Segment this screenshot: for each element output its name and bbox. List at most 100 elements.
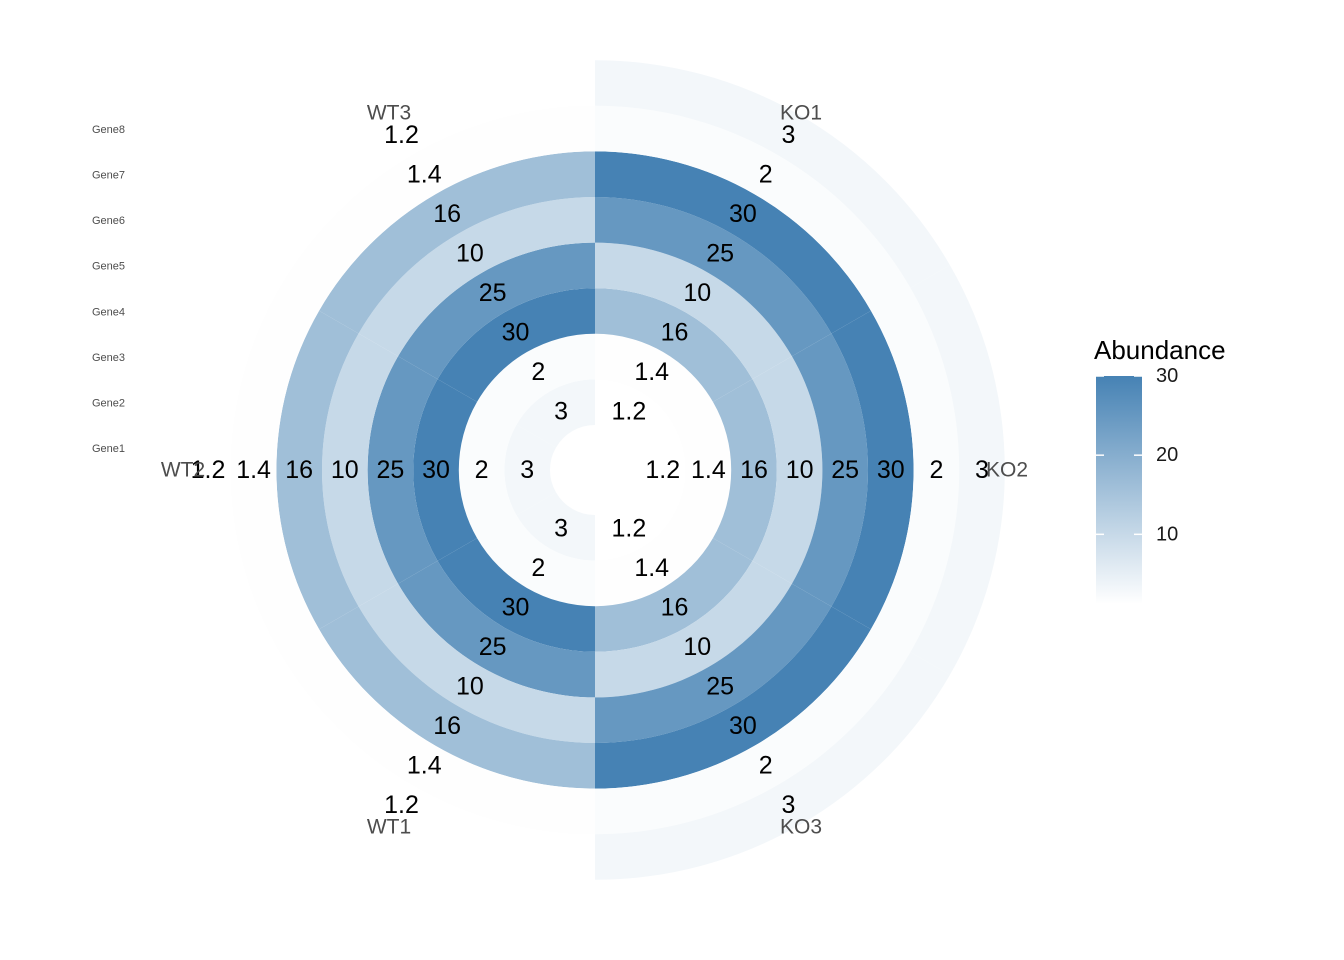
gene-label-gene5: Gene5 bbox=[92, 261, 125, 273]
heatmap-cell-ko2-gene8 bbox=[910, 265, 1005, 675]
value-label-wt2-gene2: 2 bbox=[475, 456, 489, 484]
heatmap-cell-wt1-gene7 bbox=[279, 629, 595, 835]
heatmap-cell-ko2-gene5 bbox=[791, 333, 868, 607]
value-label-ko1-gene5: 25 bbox=[706, 239, 734, 267]
legend-tick-label-30: 30 bbox=[1156, 365, 1178, 387]
heatmap-cell-wt2-gene5 bbox=[322, 333, 399, 607]
legend-tick-label-20: 20 bbox=[1156, 444, 1178, 466]
value-label-wt3-gene1: 3 bbox=[554, 397, 568, 425]
value-label-ko2-gene7: 2 bbox=[929, 456, 943, 484]
heatmap-cell-ko3-gene6 bbox=[595, 606, 871, 789]
value-label-ko1-gene2: 1.4 bbox=[634, 358, 669, 386]
heatmap-cell-wt3-gene2 bbox=[477, 333, 595, 425]
value-label-ko3-gene4: 10 bbox=[683, 633, 711, 661]
value-label-ko2-gene4: 10 bbox=[786, 456, 814, 484]
heatmap-cell-ko1-gene4 bbox=[595, 242, 792, 380]
gene-label-gene7: Gene7 bbox=[92, 170, 125, 182]
value-label-wt3-gene5: 10 bbox=[456, 239, 484, 267]
heatmap-cell-ko3-gene7 bbox=[595, 629, 911, 835]
value-label-wt1-gene8: 1.2 bbox=[384, 791, 419, 819]
sample-label-ko1: KO1 bbox=[780, 102, 822, 125]
value-label-ko2-gene1: 1.2 bbox=[645, 456, 680, 484]
heatmap-cell-wt2-gene3 bbox=[413, 379, 478, 561]
heatmap-cell-wt1-gene1 bbox=[516, 492, 595, 561]
value-label-wt2-gene5: 10 bbox=[331, 456, 359, 484]
value-label-ko3-gene5: 25 bbox=[706, 673, 734, 701]
heatmap-cell-ko1-gene8 bbox=[595, 60, 950, 288]
heatmap-cell-ko1-gene7 bbox=[595, 105, 911, 311]
value-label-ko1-gene6: 30 bbox=[729, 200, 757, 228]
value-label-wt3-gene3: 30 bbox=[502, 318, 530, 346]
value-label-wt2-gene4: 25 bbox=[376, 456, 404, 484]
legend-ticks: 10 20 30 bbox=[1096, 365, 1178, 545]
value-label-wt1-gene4: 25 bbox=[479, 633, 507, 661]
sample-axis-labels: KO1 KO2 KO3 WT1 WT2 WT3 bbox=[161, 102, 1028, 839]
heatmap-cell-wt2-gene4 bbox=[367, 356, 438, 584]
heatmap-cell-wt3-gene5 bbox=[358, 197, 595, 357]
value-label-wt2-gene8: 1.2 bbox=[191, 456, 226, 484]
heatmap-cell-ko3-gene4 bbox=[595, 560, 792, 698]
value-label-ko3-gene8: 3 bbox=[782, 791, 796, 819]
value-label-wt2-gene7: 1.4 bbox=[236, 456, 271, 484]
value-label-ko3-gene7: 2 bbox=[759, 752, 773, 780]
value-label-ko1-gene1: 1.2 bbox=[612, 397, 647, 425]
heatmap-cell-ko2-gene7 bbox=[870, 287, 960, 653]
legend-title: Abundance bbox=[1094, 335, 1226, 365]
heatmap-cell-ko1-gene3 bbox=[595, 288, 753, 402]
heatmap-cell-wt1-gene6 bbox=[319, 606, 595, 789]
heatmap-cell-wt2-gene2 bbox=[458, 401, 517, 539]
heatmap-cell-ko3-gene1 bbox=[595, 492, 674, 561]
heatmap-cell-wt2-gene6 bbox=[276, 310, 359, 630]
gene-axis-labels: Gene1 Gene2 Gene3 Gene4 Gene5 Gene6 Gene7 Gene8 bbox=[92, 124, 125, 455]
heatmap-cell-wt1-gene2 bbox=[477, 515, 595, 607]
value-label-wt1-gene2: 2 bbox=[531, 554, 545, 582]
heatmap-cell-ko3-gene2 bbox=[595, 515, 713, 607]
gene-label-gene6: Gene6 bbox=[92, 215, 125, 227]
heatmap-cell-wt1-gene5 bbox=[358, 583, 595, 743]
gene-label-gene1: Gene1 bbox=[92, 443, 125, 455]
gene-label-gene3: Gene3 bbox=[92, 352, 125, 364]
sample-label-ko2: KO2 bbox=[986, 459, 1028, 482]
value-label-wt3-gene4: 25 bbox=[479, 279, 507, 307]
gene-label-gene4: Gene4 bbox=[92, 306, 125, 318]
heatmap-cell-wt3-gene6 bbox=[319, 151, 595, 334]
sample-label-wt3: WT3 bbox=[367, 102, 411, 125]
sample-label-ko3: KO3 bbox=[780, 815, 822, 838]
value-label-wt3-gene7: 1.4 bbox=[407, 160, 442, 188]
value-label-wt3-gene2: 2 bbox=[531, 358, 545, 386]
heatmap-cells bbox=[185, 60, 1005, 880]
sample-label-wt2: WT2 bbox=[161, 459, 205, 482]
heatmap-cell-wt1-gene4 bbox=[398, 560, 595, 698]
heatmap-cell-wt3-gene7 bbox=[279, 105, 595, 311]
heatmap-cell-ko2-gene6 bbox=[831, 310, 914, 630]
heatmap-cell-ko3-gene8 bbox=[595, 652, 950, 880]
heatmap-cell-wt2-gene7 bbox=[230, 287, 320, 653]
value-label-wt1-gene6: 16 bbox=[433, 712, 461, 740]
value-label-wt1-gene5: 10 bbox=[456, 673, 484, 701]
value-label-wt3-gene8: 1.2 bbox=[384, 121, 419, 149]
value-label-ko2-gene3: 16 bbox=[740, 456, 768, 484]
heatmap-cell-ko2-gene3 bbox=[712, 379, 777, 561]
value-label-ko3-gene2: 1.4 bbox=[634, 554, 669, 582]
value-label-ko1-gene3: 16 bbox=[661, 318, 689, 346]
heatmap-cell-ko1-gene5 bbox=[595, 197, 832, 357]
heatmap-cell-ko3-gene5 bbox=[595, 583, 832, 743]
heatmap-cell-wt3-gene1 bbox=[516, 379, 595, 448]
heatmap-cell-wt1-gene3 bbox=[437, 538, 595, 652]
value-label-ko1-gene7: 2 bbox=[759, 160, 773, 188]
heatmap-cell-ko3-gene3 bbox=[595, 538, 753, 652]
heatmap-cell-wt1-gene8 bbox=[240, 652, 595, 880]
heatmap-cell-wt2-gene1 bbox=[504, 424, 557, 516]
value-label-wt3-gene6: 16 bbox=[433, 200, 461, 228]
value-label-ko2-gene6: 30 bbox=[877, 456, 905, 484]
value-label-wt2-gene6: 16 bbox=[285, 456, 313, 484]
heatmap-cell-wt2-gene8 bbox=[185, 265, 280, 675]
value-label-ko2-gene2: 1.4 bbox=[691, 456, 726, 484]
legend-colorbar bbox=[1096, 376, 1142, 604]
color-legend: Abundance 10 20 30 bbox=[1094, 335, 1226, 604]
value-label-ko1-gene8: 3 bbox=[782, 121, 796, 149]
sample-label-wt1: WT1 bbox=[367, 815, 411, 838]
value-label-ko1-gene4: 10 bbox=[683, 279, 711, 307]
